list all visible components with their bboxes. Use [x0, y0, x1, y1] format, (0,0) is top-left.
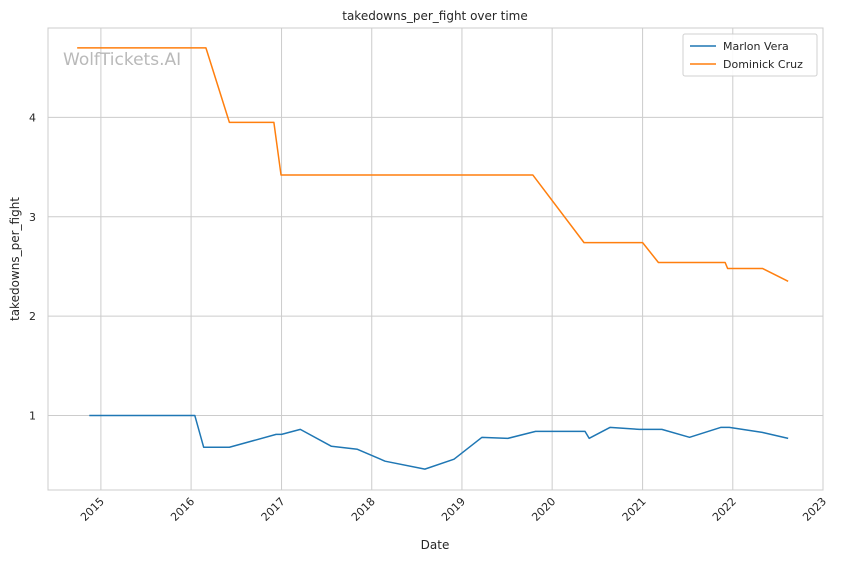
plot-frame [47, 27, 824, 491]
x-axis-title: Date [421, 538, 450, 552]
legend: Marlon Vera Dominick Cruz [682, 33, 818, 77]
legend-label-marlon-vera: Marlon Vera [723, 40, 789, 53]
y-tick-label: 3 [29, 211, 36, 224]
y-tick-label: 4 [29, 111, 36, 124]
legend-label-dominick-cruz: Dominick Cruz [723, 58, 803, 71]
grid-lines [48, 28, 824, 490]
chart-title: takedowns_per_fight over time [342, 9, 528, 23]
series-lines [77, 47, 789, 470]
y-tick-label: 2 [29, 310, 36, 323]
legend-box [682, 33, 818, 77]
y-tick-labels: 1 2 3 4 [29, 111, 36, 422]
watermark-text: WolfTickets.AI [63, 50, 181, 70]
y-axis-title: takedowns_per_fight [8, 197, 22, 321]
y-tick-label: 1 [29, 409, 36, 422]
series-line-marlon-vera [89, 414, 789, 470]
series-line-dominick-cruz [77, 47, 789, 283]
